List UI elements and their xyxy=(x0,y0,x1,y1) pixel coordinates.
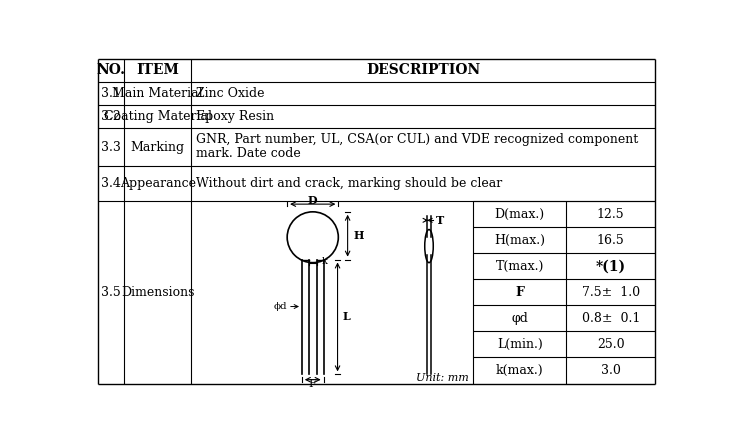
Text: 3.5: 3.5 xyxy=(101,286,121,299)
Text: T: T xyxy=(437,215,445,226)
Text: H: H xyxy=(353,230,363,241)
Text: L: L xyxy=(343,312,350,323)
Text: *(1): *(1) xyxy=(595,259,625,273)
Text: Appearance: Appearance xyxy=(120,177,196,190)
Text: 7.5±  1.0: 7.5± 1.0 xyxy=(581,286,639,299)
Text: 3.1: 3.1 xyxy=(101,87,121,100)
Text: L(min.): L(min.) xyxy=(497,338,542,351)
Text: Coating Material: Coating Material xyxy=(104,110,212,123)
Text: Main Material: Main Material xyxy=(112,87,203,100)
Text: 25.0: 25.0 xyxy=(597,338,625,351)
Text: 3.0: 3.0 xyxy=(600,364,620,377)
Text: 0.8±  0.1: 0.8± 0.1 xyxy=(581,312,640,325)
Text: H(max.): H(max.) xyxy=(494,234,545,246)
Text: Dimensions: Dimensions xyxy=(121,286,195,299)
Text: k(max.): k(max.) xyxy=(496,364,543,377)
Text: Marking: Marking xyxy=(131,141,184,154)
Text: Without dirt and crack, marking should be clear: Without dirt and crack, marking should b… xyxy=(196,177,502,190)
Text: F: F xyxy=(515,286,524,299)
Text: Unit: mm: Unit: mm xyxy=(416,373,468,383)
Text: D(max.): D(max.) xyxy=(495,208,545,221)
Text: T(max.): T(max.) xyxy=(495,260,544,273)
Text: DESCRIPTION: DESCRIPTION xyxy=(366,63,480,77)
Text: 12.5: 12.5 xyxy=(597,208,625,221)
Text: k: k xyxy=(321,257,327,267)
Text: Zinc Oxide: Zinc Oxide xyxy=(196,87,264,100)
Text: ITEM: ITEM xyxy=(136,63,179,77)
Text: 3.2: 3.2 xyxy=(101,110,121,123)
Text: Epoxy Resin: Epoxy Resin xyxy=(196,110,274,123)
Text: GNR, Part number, UL, CSA(or CUL) and VDE recognized component: GNR, Part number, UL, CSA(or CUL) and VD… xyxy=(196,133,638,146)
Text: 3.3: 3.3 xyxy=(101,141,121,154)
Text: F: F xyxy=(309,379,317,389)
Text: ϕd: ϕd xyxy=(273,302,287,311)
Text: D: D xyxy=(308,195,318,206)
Text: 3.4: 3.4 xyxy=(101,177,121,190)
Text: NO.: NO. xyxy=(97,63,126,77)
Text: 16.5: 16.5 xyxy=(597,234,625,246)
Text: φd: φd xyxy=(512,312,528,325)
Text: mark. Date code: mark. Date code xyxy=(196,147,301,160)
